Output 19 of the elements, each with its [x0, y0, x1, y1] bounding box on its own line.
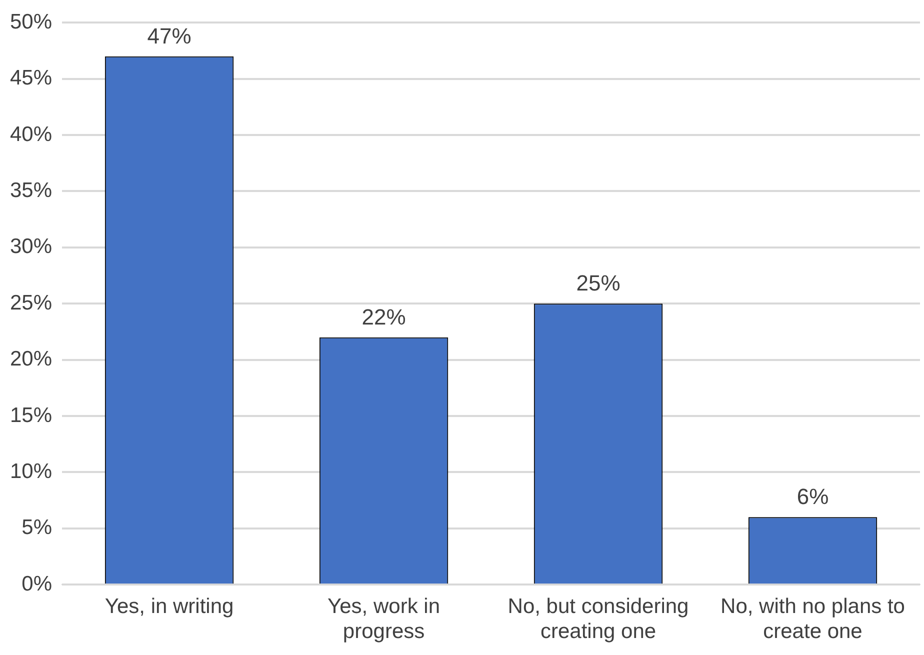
y-tick-label: 25%: [10, 291, 52, 314]
y-tick-label: 30%: [10, 235, 52, 258]
y-tick-label: 10%: [10, 460, 52, 483]
data-label: 47%: [147, 23, 192, 48]
y-tick-label: 0%: [22, 572, 52, 596]
y-tick-label: 50%: [10, 10, 52, 34]
y-tick-label: 40%: [10, 122, 52, 146]
data-label: 22%: [362, 304, 406, 330]
x-tick-label: No, with no plans to create one: [720, 594, 905, 644]
data-label: 6%: [796, 484, 829, 510]
data-label: 25%: [576, 270, 620, 296]
x-tick-label: Yes, in writing: [104, 594, 234, 618]
x-tick-label: Yes, work in progress: [328, 594, 440, 644]
y-tick-label: 20%: [10, 348, 52, 371]
y-tick-label: 5%: [22, 516, 52, 540]
y-tick-label: 35%: [10, 178, 52, 202]
y-tick-label: 45%: [10, 66, 52, 90]
x-tick-label: No, but considering creating one: [508, 594, 689, 644]
y-tick-label: 15%: [10, 404, 52, 427]
